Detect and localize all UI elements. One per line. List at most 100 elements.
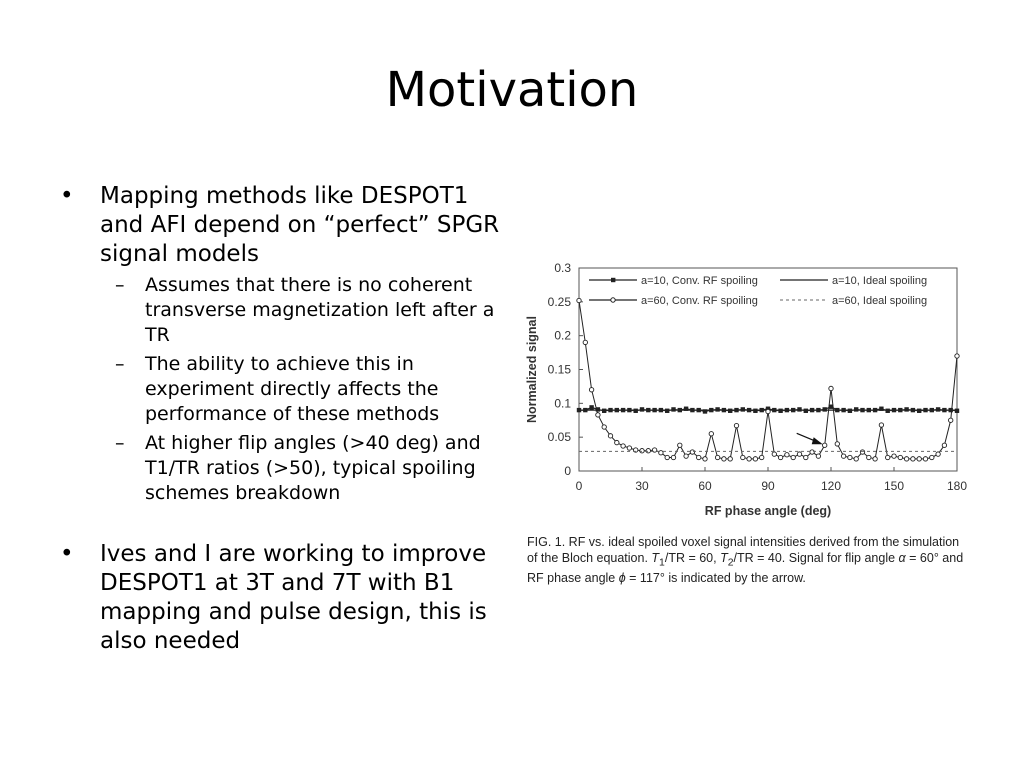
data-point-a10 <box>954 408 960 413</box>
data-point-a60 <box>828 385 834 392</box>
data-point-a60 <box>784 452 790 458</box>
data-point-a60 <box>803 454 809 461</box>
sub-bullet-text: The ability to achieve this in experimen… <box>145 353 440 425</box>
data-point-a60 <box>834 441 840 447</box>
data-point-a60 <box>645 448 651 454</box>
y-tick-label: 0.05 <box>548 430 572 444</box>
data-point-a60 <box>771 451 777 457</box>
bullet-text: Mapping methods like DESPOT1 and AFI dep… <box>100 183 500 267</box>
data-point-a10 <box>854 407 859 412</box>
data-point-a60 <box>878 422 885 428</box>
data-point-a60 <box>796 451 803 457</box>
bullet-symbol: • <box>60 541 74 567</box>
data-point-a60 <box>677 442 683 448</box>
data-point-a10 <box>683 406 689 411</box>
sub-bullet-text: At higher flip angles (>40 deg) and T1/T… <box>145 432 481 504</box>
y-axis-label: Normalized signal <box>525 316 539 423</box>
sub-bullet-symbol: – <box>115 274 125 296</box>
legend-swatch-marker <box>611 277 616 283</box>
caption-text: = 60° and RF phase angle <box>527 550 964 585</box>
data-point-a60 <box>935 451 941 457</box>
data-point-a60 <box>885 454 891 461</box>
y-tick-label: 0.1 <box>554 396 571 410</box>
caption-text: = 117° is indicated by the arrow. <box>625 570 806 585</box>
y-tick-label: 0.15 <box>548 363 572 377</box>
data-point-a10 <box>702 409 708 414</box>
data-point-a60 <box>740 454 746 461</box>
data-point-a60 <box>588 387 595 393</box>
data-point-a60 <box>614 439 620 446</box>
data-point-a60 <box>822 442 828 448</box>
data-point-a10 <box>671 407 676 412</box>
data-point-a60 <box>790 454 796 461</box>
data-point-a60 <box>765 408 771 415</box>
series-line-conv-a60 <box>578 300 958 460</box>
data-point-a10 <box>639 407 645 412</box>
bullet-symbol: • <box>60 183 74 209</box>
caption-var: α <box>898 550 906 565</box>
x-axis-label: RF phase angle (deg) <box>705 504 831 518</box>
x-tick-label: 30 <box>635 479 649 493</box>
data-point-a10 <box>728 408 733 413</box>
bullet-text: Ives and I are working to improve DESPOT… <box>100 541 487 654</box>
data-point-a10 <box>753 408 758 413</box>
data-point-a60 <box>954 353 960 359</box>
caption-var: ϕ <box>618 570 626 585</box>
x-tick-label: 180 <box>947 479 967 493</box>
data-point-a60 <box>891 453 897 459</box>
data-point-a60 <box>607 433 614 439</box>
x-tick-label: 60 <box>698 479 712 493</box>
data-point-a10 <box>847 408 853 413</box>
data-point-a60 <box>670 454 677 461</box>
annotation-arrow-head <box>811 437 823 445</box>
data-point-a60 <box>626 445 633 451</box>
data-point-a60 <box>929 454 935 461</box>
legend-label: a=10, Ideal spoiling <box>832 275 927 287</box>
data-point-a10 <box>935 407 941 412</box>
data-point-a60 <box>853 456 859 462</box>
data-point-a10 <box>595 407 601 412</box>
data-point-a10 <box>797 407 802 412</box>
bullet-item: • Mapping methods like DESPOT1 and AFI d… <box>60 182 500 269</box>
caption-text: /TR = 40. Signal for flip angle <box>733 550 899 565</box>
data-point-a60 <box>941 442 948 448</box>
sub-bullet-item: – At higher flip angles (>40 deg) and T1… <box>60 431 500 506</box>
data-point-a60 <box>702 456 708 462</box>
caption-sub: 1 <box>659 557 665 568</box>
data-point-a60 <box>620 443 626 449</box>
data-point-a60 <box>683 453 689 459</box>
y-tick-label: 0.2 <box>554 329 571 343</box>
data-point-a60 <box>872 456 878 462</box>
data-point-a60 <box>897 454 903 461</box>
data-point-a10 <box>715 407 720 412</box>
data-point-a60 <box>859 449 866 455</box>
data-point-a60 <box>576 297 582 304</box>
bullet-list: • Mapping methods like DESPOT1 and AFI d… <box>60 182 500 656</box>
sub-bullet-item: – Assumes that there is no coherent tran… <box>60 273 500 348</box>
data-point-a10 <box>740 407 745 412</box>
data-point-a10 <box>765 406 771 411</box>
data-point-a10 <box>822 407 827 412</box>
data-point-a10 <box>778 408 783 413</box>
caption-text: /TR = 60, <box>664 550 721 565</box>
caption-text: FIG. 1. RF vs. ideal spoiled voxel signa… <box>527 535 960 565</box>
x-tick-label: 90 <box>761 479 775 493</box>
data-point-a10 <box>633 408 638 413</box>
data-point-a10 <box>803 408 808 413</box>
data-point-a60 <box>840 453 847 459</box>
data-point-a60 <box>639 448 645 454</box>
data-point-a60 <box>948 417 954 423</box>
x-tick-label: 120 <box>821 479 841 493</box>
data-point-a60 <box>664 454 670 461</box>
data-point-a60 <box>815 453 822 459</box>
data-point-a60 <box>809 449 815 455</box>
data-point-a10 <box>828 404 834 409</box>
data-point-a10 <box>879 406 884 411</box>
data-point-a60 <box>847 454 853 461</box>
y-tick-label: 0 <box>564 464 571 478</box>
data-point-a60 <box>733 423 740 429</box>
legend-label: a=60, Ideal spoiling <box>832 295 927 307</box>
data-point-a10 <box>904 407 909 412</box>
data-point-a10 <box>665 408 670 413</box>
sub-bullet-symbol: – <box>115 353 125 375</box>
